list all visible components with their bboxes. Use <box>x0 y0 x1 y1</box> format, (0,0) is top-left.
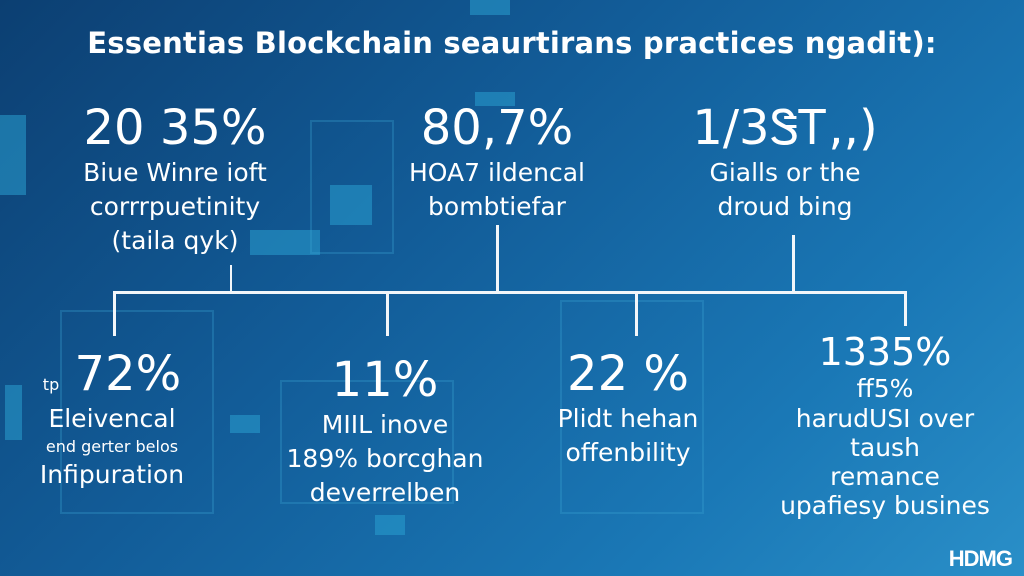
stat-label: HOA7 ildencal <box>409 158 585 187</box>
connector <box>113 291 116 336</box>
stat-bottom-3: 22 % Plidt hehan offenbility <box>558 346 699 470</box>
page-title: Essentias Blockchain seaurtirans practic… <box>87 26 937 60</box>
stat-bottom-1: tp 72% Eleivencal end gerter belos Infip… <box>40 346 184 492</box>
stat-value: 1/3ᏕᎢ,,) <box>692 100 878 156</box>
stat-bottom-2: 11% MIIL inove 189% borcghan deverrelben <box>287 352 484 510</box>
stat-label: taush <box>850 433 920 462</box>
stat-bottom-4: 1335% ff5% harudUSI over taush remance u… <box>780 330 990 520</box>
stat-label: Gialls or the <box>709 158 861 187</box>
stat-label: droud bing <box>717 192 853 221</box>
stat-label: harudUSI over <box>795 404 975 433</box>
stat-value: 20 35% <box>83 100 267 156</box>
stat-label: offenbility <box>565 438 691 467</box>
connector <box>635 291 638 336</box>
stat-top-1: 20 35% Biue Winre ioft corrrpuetinity (t… <box>83 100 267 258</box>
stat-label: MIIL inove <box>321 410 449 439</box>
stat-prefix: tp <box>42 375 60 394</box>
connector <box>230 265 232 292</box>
stat-label: Infipuration <box>39 460 185 489</box>
stat-label: end gerter belos <box>45 437 179 456</box>
stat-value: 1335% <box>818 330 952 374</box>
stat-label: 189% borcghan <box>286 444 484 473</box>
stat-value: 80,7% <box>420 100 574 156</box>
stat-label: Biue Winre ioft <box>83 158 267 187</box>
stat-sub: ff5% <box>856 374 914 403</box>
stat-label: corrrpuetinity <box>89 192 261 221</box>
stat-value: 11% <box>331 352 439 408</box>
connector <box>496 225 499 292</box>
connector <box>792 235 795 292</box>
stat-label: remance <box>830 462 940 491</box>
stat-label: Plidt hehan <box>557 404 699 433</box>
brand-logo: HDMG <box>948 546 1013 571</box>
connector <box>386 291 389 336</box>
stat-label: Eleivencal <box>48 404 176 433</box>
stat-value: 72% <box>74 346 182 402</box>
stat-label: upafiesy busines <box>780 491 990 520</box>
stat-label: deverrelben <box>309 478 461 507</box>
connector <box>904 291 907 326</box>
stat-top-3: 1/3ᏕᎢ,,) Gialls or the droud bing <box>692 100 877 224</box>
connector-horizontal <box>113 291 906 294</box>
stat-label: bombtiefar <box>428 192 566 221</box>
stat-value: 22 % <box>567 346 689 402</box>
stat-label: (taila qyk) <box>111 226 239 255</box>
stat-top-2: 80,7% HOA7 ildencal bombtiefar <box>409 100 585 224</box>
